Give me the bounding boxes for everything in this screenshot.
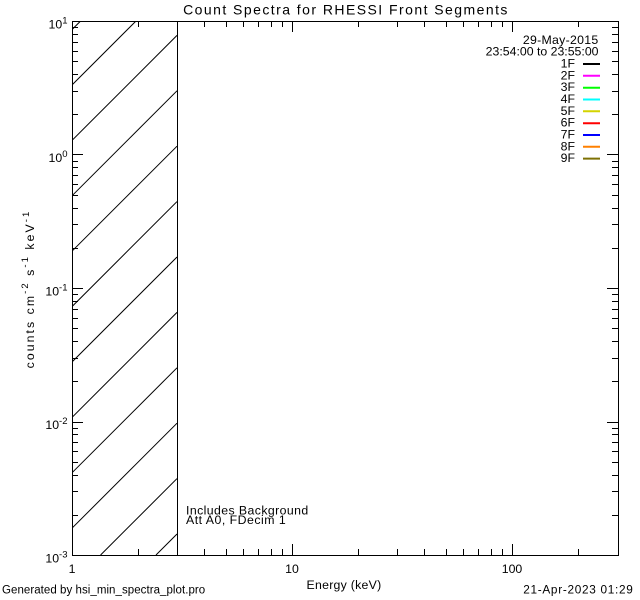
svg-text:101: 101 (49, 16, 68, 32)
svg-text:3F: 3F (561, 80, 576, 94)
svg-text:5F: 5F (561, 104, 576, 118)
svg-text:10-1: 10-1 (45, 283, 67, 299)
svg-text:2F: 2F (561, 68, 576, 82)
svg-text:Generated by hsi_min_spectra_p: Generated by hsi_min_spectra_plot.pro (2, 585, 205, 597)
svg-text:21-Apr-2023 01:29: 21-Apr-2023 01:29 (523, 583, 633, 597)
svg-text:1: 1 (69, 562, 76, 576)
svg-text:100: 100 (502, 562, 523, 576)
svg-text:100: 100 (49, 149, 68, 165)
svg-text:1F: 1F (561, 57, 576, 71)
svg-text:9F: 9F (561, 151, 576, 165)
svg-text:4F: 4F (561, 92, 576, 106)
svg-text:10-3: 10-3 (45, 550, 67, 566)
svg-text:23:54:00 to 23:55:00: 23:54:00 to 23:55:00 (486, 45, 599, 59)
svg-text:6F: 6F (561, 116, 576, 130)
svg-text:10-2: 10-2 (45, 416, 67, 432)
svg-text:29-May-2015: 29-May-2015 (523, 33, 599, 47)
svg-text:Includes Background: Includes Background (186, 503, 309, 517)
svg-text:7F: 7F (561, 127, 576, 141)
svg-text:counts cm-2 s-1 keV-1: counts cm-2 s-1 keV-1 (20, 210, 37, 369)
svg-text:Energy (keV): Energy (keV) (307, 578, 382, 592)
svg-text:Count Spectra for RHESSI Front: Count Spectra for RHESSI Front Segments (183, 2, 509, 18)
svg-text:10: 10 (285, 562, 299, 576)
svg-text:8F: 8F (561, 139, 576, 153)
svg-text:Att A0, FDecim 1: Att A0, FDecim 1 (186, 513, 286, 527)
